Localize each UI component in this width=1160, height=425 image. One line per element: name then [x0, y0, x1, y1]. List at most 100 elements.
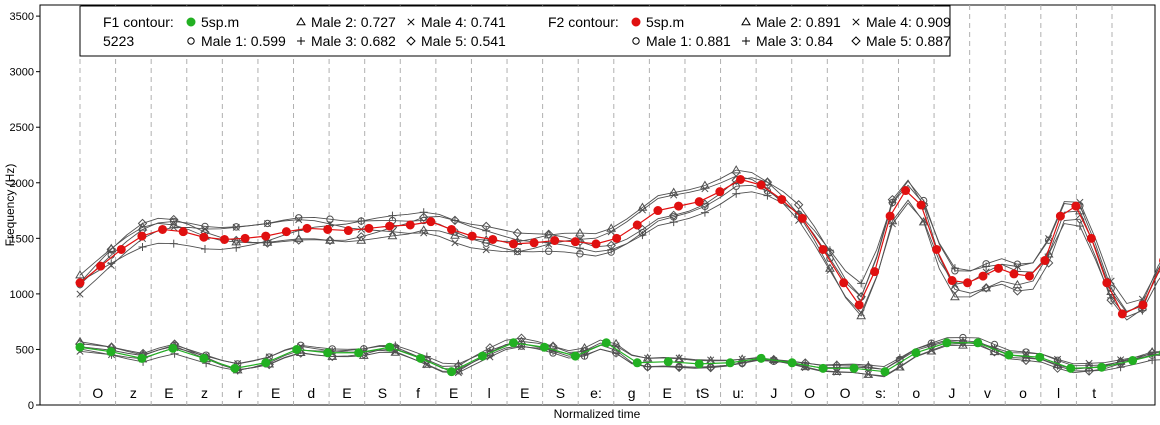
mean-contour-point — [911, 348, 921, 358]
mean-contour-point — [839, 278, 849, 288]
f2-legend-marker — [741, 17, 751, 26]
segment-label: l — [1057, 385, 1060, 401]
f2-legend-item-3: Male 4: 0.909 — [852, 14, 951, 30]
segment-label: g — [628, 385, 636, 401]
f1-legend-item-5: Male 3: 0.682 — [297, 33, 396, 49]
speaker-contour-point — [638, 206, 646, 214]
y-axis-label: Frequency (Hz) — [3, 164, 17, 247]
f2-legend-item-2: Male 2: 0.891 — [741, 14, 841, 30]
segment-label: E — [663, 385, 672, 401]
mean-contour-point — [932, 244, 942, 254]
f2-legend-marker — [631, 17, 641, 27]
f2-legend-label: Male 5: 0.887 — [866, 33, 951, 49]
mean-contour-point — [570, 237, 580, 247]
speaker-contour-point — [481, 235, 492, 244]
mean-contour-point — [591, 239, 601, 249]
f1-legend-marker — [297, 37, 305, 45]
mean-contour-point — [735, 174, 745, 184]
speaker-contour-point — [325, 235, 335, 246]
mean-contour-point — [947, 276, 957, 286]
mean-contour-point — [477, 351, 487, 361]
mean-contour-point — [1138, 300, 1148, 310]
speaker-contour-point — [857, 309, 865, 317]
mean-contour-point — [261, 231, 271, 241]
segment-label: J — [770, 385, 777, 401]
x-axis-label: Normalized time — [554, 407, 641, 421]
speaker-contour-point — [545, 247, 553, 255]
mean-contour-point — [385, 342, 395, 352]
f1-legend-item-2: Male 2: 0.727 — [296, 14, 396, 30]
mean-contour-point — [281, 227, 291, 237]
mean-contour-point — [261, 358, 271, 368]
mean-contour-point — [116, 244, 126, 254]
speaker-contour-point — [831, 366, 842, 376]
mean-contour-point — [1004, 350, 1014, 360]
mean-contour-point — [364, 223, 374, 233]
mean-contour-point — [756, 353, 766, 363]
speaker-contour-point — [295, 214, 303, 222]
segment-label: l — [488, 385, 491, 401]
segment-label: s: — [875, 385, 886, 401]
f1-legend-label: 5sp.m — [201, 14, 239, 30]
mean-contour-point — [508, 239, 518, 249]
mean-contour-point — [818, 363, 828, 373]
mean-contour-point — [75, 278, 85, 288]
mean-contour-point — [797, 213, 807, 223]
speaker-contour-point — [454, 369, 462, 377]
speaker-contour-point — [918, 217, 929, 226]
f2-legend-label: 5sp.m — [646, 14, 684, 30]
speaker-contour-point — [1045, 235, 1053, 243]
mean-contour-point — [880, 367, 890, 377]
speaker-contour-point — [76, 290, 84, 298]
f1-legend-marker — [187, 37, 195, 45]
speaker-contour-point — [1012, 279, 1023, 289]
f1-legend-item-6: Male 5: 0.541 — [406, 33, 506, 49]
mean-contour-point — [168, 343, 178, 353]
speaker-contour-point — [107, 261, 115, 269]
mean-contours — [75, 174, 1160, 377]
speaker-contour-point — [1022, 349, 1030, 357]
segment-label: S — [378, 385, 387, 401]
speaker-contour-point — [1013, 263, 1021, 271]
mean-contour-point — [963, 278, 973, 288]
mean-contour-line — [79, 342, 1160, 373]
speaker-contour-line — [79, 177, 1160, 321]
f2-mean-contour — [75, 174, 1160, 319]
speaker-contour-point — [169, 239, 178, 248]
mean-contour-point — [818, 244, 828, 254]
y-tick-label: 0 — [28, 400, 34, 412]
f1-legend-label: Male 1: 0.599 — [201, 33, 286, 49]
mean-contour-point — [1071, 201, 1081, 211]
speaker-contour-point — [170, 223, 178, 232]
mean-contour-point — [849, 363, 859, 373]
speaker-contour-point — [644, 354, 652, 362]
speaker-contour-point — [486, 353, 494, 361]
mean-contour-point — [1097, 362, 1107, 372]
speaker-contour-point — [950, 291, 960, 301]
speaker-contour-point — [958, 337, 968, 348]
f2-legend-item-4: Male 1: 0.881 — [632, 33, 731, 49]
mean-contour-point — [1117, 309, 1127, 319]
mean-contour-point — [715, 187, 725, 197]
speaker-contour-point — [200, 244, 209, 253]
segment-label: r — [238, 385, 243, 401]
legend-entries: 5sp.m Male 2: 0.727 Male 4: 0.741 Male 1: 0… — [186, 14, 951, 49]
speaker-contour-point — [700, 208, 709, 217]
speaker-contour-point — [579, 346, 590, 357]
speaker-contour-point — [482, 246, 490, 254]
segment-label: S — [556, 385, 565, 401]
f2-legend-item-1: 5sp.m — [631, 14, 684, 30]
mean-contour-point — [240, 233, 250, 243]
mean-contour-point — [653, 206, 663, 216]
segment-label: J — [948, 385, 955, 401]
speaker-contour-point — [642, 362, 653, 372]
segment-label: u: — [733, 385, 745, 401]
mean-contour-point — [508, 338, 518, 348]
speaker-contour-point — [606, 240, 616, 251]
segment-label: t — [1092, 385, 1096, 401]
mean-contour-point — [323, 348, 333, 358]
mean-contour-point — [694, 359, 704, 369]
mean-contour-point — [488, 234, 498, 244]
mean-contour-point — [1040, 256, 1050, 266]
